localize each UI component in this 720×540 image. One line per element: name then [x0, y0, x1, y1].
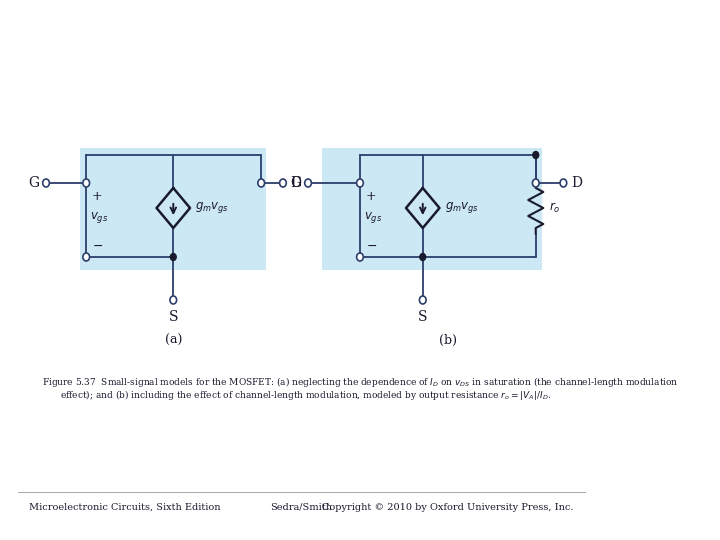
Text: Copyright © 2010 by Oxford University Press, Inc.: Copyright © 2010 by Oxford University Pr…: [322, 503, 573, 511]
Text: (b): (b): [439, 334, 457, 347]
Text: +: +: [92, 191, 103, 204]
Text: G: G: [290, 176, 302, 190]
Text: S: S: [168, 310, 178, 324]
Bar: [323, 148, 541, 270]
Bar: [79, 148, 266, 270]
Text: $-$: $-$: [366, 239, 377, 252]
Circle shape: [279, 179, 287, 187]
Text: $g_m v_{gs}$: $g_m v_{gs}$: [195, 200, 229, 215]
Circle shape: [83, 253, 89, 261]
Text: Microelectronic Circuits, Sixth Edition: Microelectronic Circuits, Sixth Edition: [30, 503, 221, 511]
Text: Sedra/Smith: Sedra/Smith: [271, 503, 333, 511]
Text: $-$: $-$: [92, 239, 103, 252]
Circle shape: [42, 179, 50, 187]
Text: Figure 5.37  Small-signal models for the MOSFET: (a) neglecting the dependence o: Figure 5.37 Small-signal models for the …: [42, 375, 678, 389]
Text: D: D: [571, 176, 582, 190]
Text: $r_o$: $r_o$: [549, 201, 561, 215]
Text: D: D: [290, 176, 302, 190]
Text: $g_m v_{gs}$: $g_m v_{gs}$: [444, 200, 479, 215]
Circle shape: [532, 179, 539, 187]
Text: (a): (a): [165, 334, 182, 347]
Circle shape: [356, 253, 364, 261]
Circle shape: [533, 152, 539, 159]
Circle shape: [170, 296, 176, 304]
Circle shape: [258, 179, 264, 187]
Circle shape: [560, 179, 567, 187]
Circle shape: [356, 179, 364, 187]
Circle shape: [305, 179, 312, 187]
Text: +: +: [366, 191, 377, 204]
Text: $v_{gs}$: $v_{gs}$: [364, 211, 382, 226]
Text: $v_{gs}$: $v_{gs}$: [91, 211, 109, 226]
Circle shape: [420, 253, 426, 260]
Circle shape: [419, 296, 426, 304]
Text: G: G: [28, 176, 40, 190]
Text: S: S: [418, 310, 428, 324]
Text: effect); and (b) including the effect of channel-length modulation, modeled by o: effect); and (b) including the effect of…: [60, 388, 552, 402]
Circle shape: [83, 179, 89, 187]
Circle shape: [171, 253, 176, 260]
